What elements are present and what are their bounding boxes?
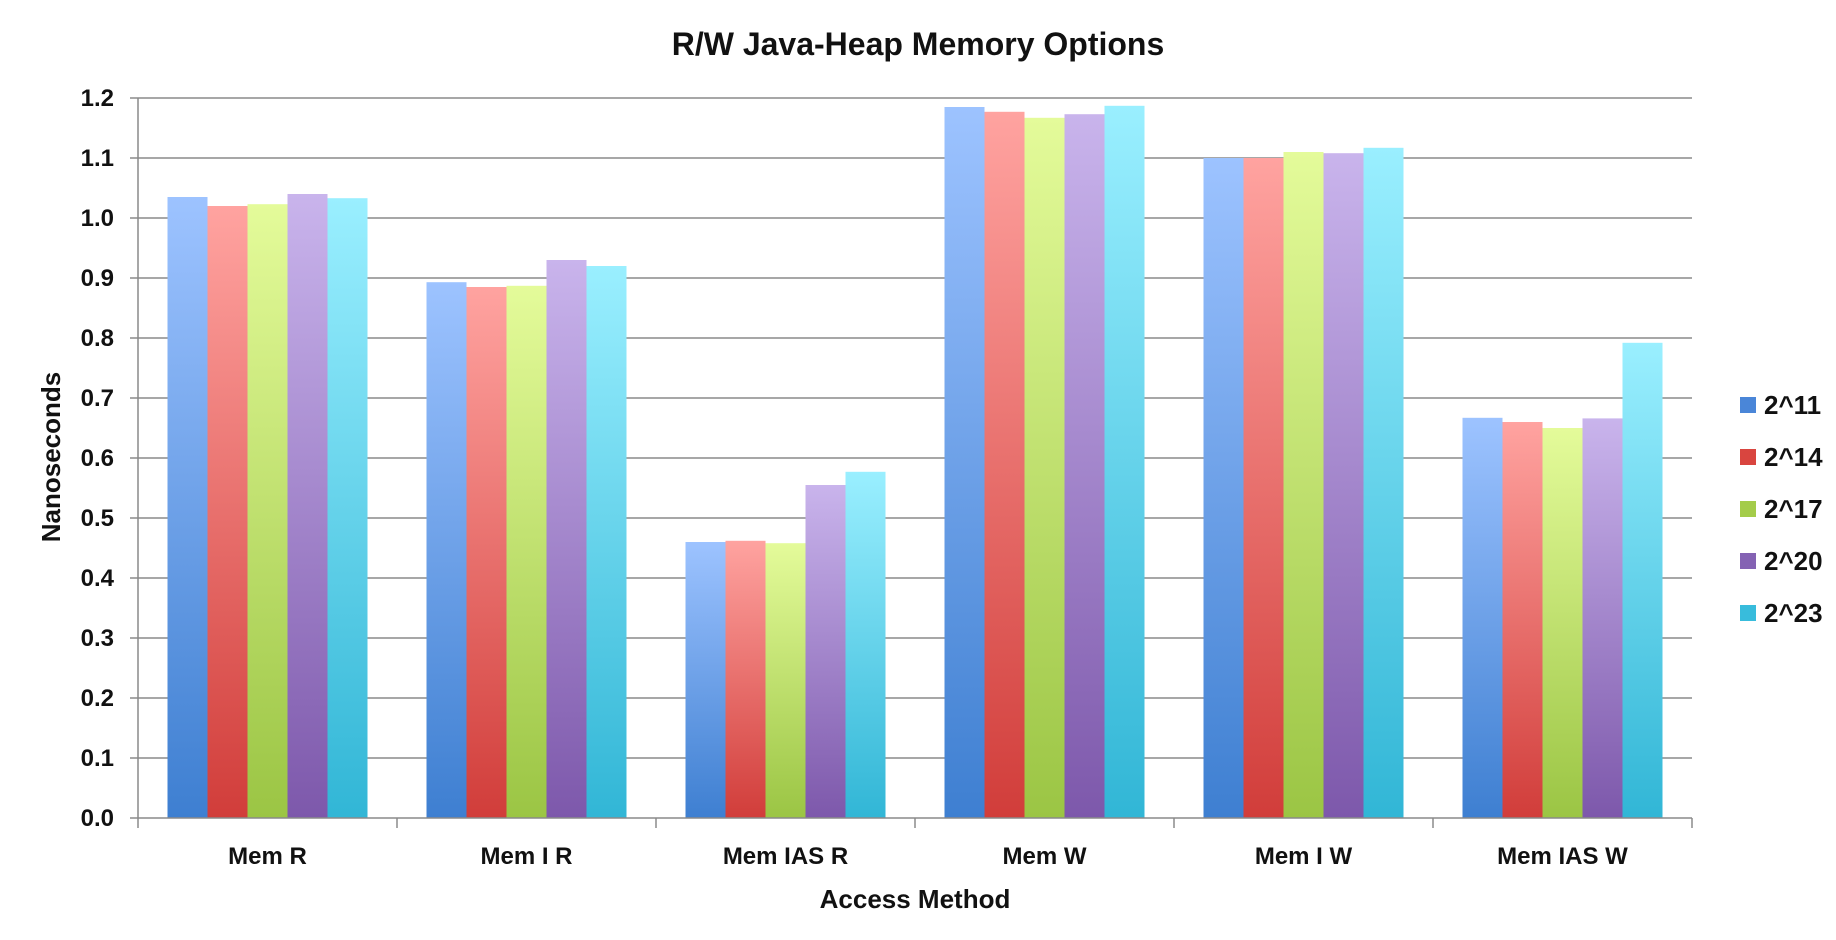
bar-2^23-Mem W — [1104, 105, 1145, 819]
bar-2^17-Mem I R — [506, 285, 547, 818]
bar-2^11-Mem I W — [1203, 158, 1244, 818]
y-tick-label: 1.1 — [81, 145, 114, 172]
bar-2^11-Mem IAS W — [1462, 417, 1503, 818]
bar-2^14-Mem R — [207, 206, 248, 818]
legend-swatch — [1740, 397, 1756, 413]
y-tick-label: 0.4 — [81, 565, 115, 592]
bar-2^23-Mem IAS R — [845, 471, 886, 818]
bar-2^14-Mem IAS W — [1502, 422, 1543, 818]
bar-2^14-Mem I R — [466, 287, 507, 818]
y-tick-label: 0.3 — [81, 625, 114, 652]
x-tick-label: Mem I W — [1255, 843, 1353, 870]
legend-swatch — [1740, 501, 1756, 517]
bar-2^23-Mem I W — [1363, 147, 1404, 819]
bar-2^23-Mem R — [327, 198, 368, 818]
bar-2^14-Mem W — [984, 111, 1025, 819]
x-tick-label: Mem R — [228, 843, 307, 870]
x-axis-title: Access Method — [820, 884, 1011, 914]
legend-label: 2^23 — [1764, 598, 1823, 628]
bar-2^14-Mem IAS R — [725, 540, 766, 818]
y-tick-label: 0.8 — [81, 325, 114, 352]
y-tick-label: 0.0 — [81, 805, 114, 832]
bar-2^20-Mem R — [287, 194, 328, 818]
chart-title: R/W Java-Heap Memory Options — [671, 26, 1165, 62]
y-tick-label: 0.2 — [81, 685, 114, 712]
bar-2^20-Mem I W — [1323, 153, 1364, 818]
x-tick-label: Mem W — [1003, 843, 1087, 870]
bar-2^11-Mem R — [167, 197, 208, 818]
bar-2^20-Mem IAS R — [805, 485, 846, 818]
bar-2^11-Mem IAS R — [685, 542, 726, 818]
legend-label: 2^17 — [1764, 494, 1823, 524]
bar-2^17-Mem IAS R — [765, 543, 806, 818]
y-axis-title: Nanoseconds — [36, 372, 66, 543]
x-tick-label: Mem IAS W — [1497, 843, 1628, 870]
legend-swatch — [1740, 449, 1756, 465]
grid-lines — [138, 97, 1692, 759]
y-tick-label: 0.6 — [81, 445, 114, 472]
legend: 2^11 2^14 2^17 2^20 2^23 — [1740, 390, 1823, 628]
axes — [130, 97, 1693, 828]
x-tick-label: Mem IAS R — [723, 843, 848, 870]
legend-label: 2^20 — [1764, 546, 1823, 576]
legend-label: 2^14 — [1764, 442, 1823, 472]
y-tick-label: 0.9 — [81, 265, 114, 292]
bar-2^17-Mem I W — [1283, 152, 1324, 818]
bar-2^20-Mem IAS W — [1582, 418, 1623, 818]
y-tick-label: 0.7 — [81, 385, 114, 412]
legend-swatch — [1740, 553, 1756, 569]
bar-2^17-Mem R — [247, 204, 288, 818]
y-tick-label: 1.0 — [81, 205, 114, 232]
bars — [167, 105, 1663, 819]
bar-2^17-Mem W — [1024, 117, 1065, 819]
x-tick-labels: Mem R Mem I R Mem IAS R Mem W Mem I W Mem IAS… — [228, 843, 1628, 870]
bar-2^11-Mem I R — [426, 282, 467, 818]
x-tick-label: Mem I R — [480, 843, 572, 870]
bar-2^20-Mem I R — [546, 260, 587, 818]
y-tick-labels: 0.0 0.1 0.2 0.3 0.4 0.5 0.6 0.7 0.8 0.9 1.0 1.1 1.2 — [81, 85, 115, 832]
bar-2^23-Mem I R — [586, 266, 627, 818]
bar-2^20-Mem W — [1064, 114, 1105, 818]
bar-2^11-Mem W — [944, 107, 985, 818]
legend-label: 2^11 — [1764, 390, 1821, 420]
bar-2^23-Mem IAS W — [1622, 342, 1663, 818]
y-tick-label: 0.1 — [81, 745, 114, 772]
bar-2^17-Mem IAS W — [1542, 428, 1583, 818]
legend-swatch — [1740, 605, 1756, 621]
y-tick-label: 0.5 — [81, 505, 114, 532]
bar-2^14-Mem I W — [1243, 158, 1284, 818]
y-tick-label: 1.2 — [81, 85, 114, 112]
